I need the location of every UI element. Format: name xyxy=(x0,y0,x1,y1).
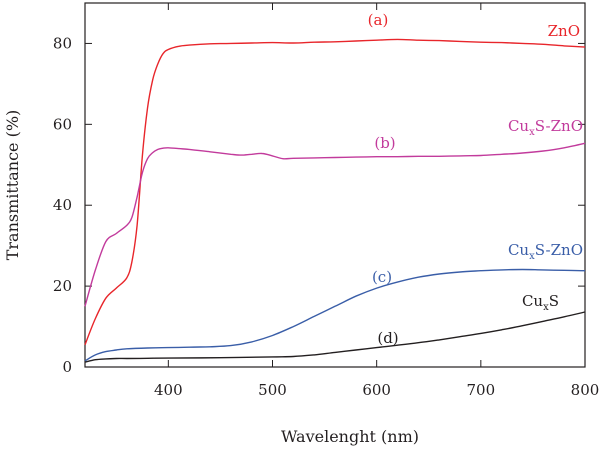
y-tick-label: 20 xyxy=(53,277,72,295)
series-d-name-rest: S xyxy=(549,292,559,310)
series-a-tag: (a) xyxy=(368,11,389,29)
series-b-name-main: Cu xyxy=(508,117,529,135)
series-b-tag: (b) xyxy=(374,134,395,152)
y-axis-title: Transmittance (%) xyxy=(3,110,22,261)
series-d-name-main: Cu xyxy=(522,292,543,310)
series-c-name-main: Cu xyxy=(508,241,529,259)
series-d-name: CuxS xyxy=(522,292,559,313)
series-b-name-sub: x xyxy=(529,127,535,138)
axis-ticks: 400 500 600 700 800 0 20 40 60 80 xyxy=(53,3,599,399)
series-d-tag: (d) xyxy=(377,329,398,347)
series-lines xyxy=(84,38,586,363)
x-tick-label: 500 xyxy=(258,381,287,399)
y-tick-label: 80 xyxy=(53,34,72,52)
series-a-name: ZnO xyxy=(548,22,580,40)
series-c-tag: (c) xyxy=(372,268,392,286)
series-b-name-rest: S-ZnO xyxy=(535,117,583,135)
x-tick-label: 600 xyxy=(362,381,391,399)
plot-frame xyxy=(84,2,586,368)
series-b-line xyxy=(84,142,586,307)
series-c-line xyxy=(84,268,586,362)
series-c-name-rest: S-ZnO xyxy=(535,241,583,259)
y-tick-label: 40 xyxy=(53,196,72,214)
series-c-name: CuxS-ZnO xyxy=(508,241,583,262)
x-tick-label: 700 xyxy=(467,381,496,399)
x-axis-title: Wavelenght (nm) xyxy=(281,427,419,446)
y-tick-label: 0 xyxy=(62,358,72,376)
series-d-name-sub: x xyxy=(543,302,549,313)
series-a-line xyxy=(84,38,586,346)
x-tick-label: 400 xyxy=(154,381,183,399)
series-b-name: CuxS-ZnO xyxy=(508,117,583,138)
x-tick-label: 800 xyxy=(571,381,600,399)
plot-border xyxy=(84,2,586,368)
y-tick-label: 60 xyxy=(53,115,72,133)
series-d-line xyxy=(84,311,586,363)
series-c-name-sub: x xyxy=(529,251,535,262)
